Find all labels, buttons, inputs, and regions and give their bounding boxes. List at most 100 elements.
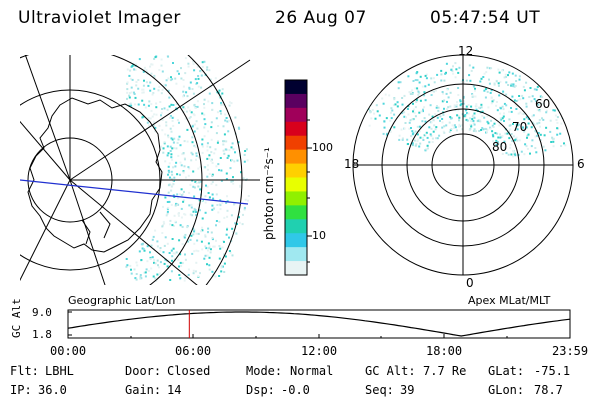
emission-pixel	[183, 107, 186, 110]
emission-pixel	[530, 126, 533, 129]
emission-pixel	[436, 105, 438, 107]
emission-pixel	[142, 69, 145, 71]
emission-pixel	[435, 137, 437, 140]
emission-pixel	[198, 181, 201, 184]
emission-pixel	[431, 141, 434, 143]
emission-pixel	[233, 202, 236, 205]
emission-pixel	[406, 108, 409, 110]
emission-pixel	[134, 63, 137, 66]
emission-pixel	[457, 94, 460, 96]
emission-pixel	[227, 154, 230, 157]
emission-pixel	[208, 92, 211, 95]
colorbar-segment	[285, 205, 307, 220]
emission-pixel	[211, 193, 214, 196]
emission-pixel	[490, 119, 493, 122]
status-glat-key: GLat:	[488, 364, 525, 378]
emission-pixel	[147, 117, 150, 119]
emission-pixel	[200, 240, 203, 243]
emission-pixel	[475, 130, 477, 133]
emission-pixel	[158, 266, 160, 269]
emission-pixel	[184, 176, 187, 179]
emission-pixel	[483, 89, 486, 92]
emission-pixel	[541, 102, 544, 105]
emission-pixel	[173, 176, 176, 179]
emission-pixel	[414, 130, 417, 133]
emission-pixel	[182, 85, 185, 88]
emission-pixel	[552, 137, 555, 140]
status-glon-value: 78.7	[534, 383, 563, 397]
emission-pixel	[414, 144, 417, 147]
emission-pixel	[523, 89, 526, 92]
emission-pixel	[206, 68, 208, 71]
emission-pixel	[210, 182, 213, 185]
emission-pixel	[441, 91, 444, 93]
emission-pixel	[182, 235, 185, 238]
emission-pixel	[472, 119, 475, 122]
emission-pixel	[415, 101, 418, 103]
emission-pixel	[133, 68, 136, 71]
emission-pixel	[143, 271, 146, 274]
emission-pixel	[198, 209, 201, 212]
emission-pixel	[149, 65, 152, 68]
emission-pixel	[220, 103, 223, 106]
emission-pixel	[449, 116, 452, 118]
emission-pixel	[461, 124, 464, 127]
emission-pixel	[166, 212, 169, 215]
emission-pixel	[473, 112, 476, 115]
emission-pixel	[244, 150, 247, 152]
emission-pixel	[415, 72, 418, 75]
emission-pixel	[376, 110, 379, 113]
emission-pixel	[495, 80, 498, 83]
emission-pixel	[231, 254, 234, 257]
emission-pixel	[244, 198, 247, 201]
emission-pixel	[459, 99, 462, 102]
colorbar-segment	[285, 233, 307, 248]
emission-pixel	[430, 134, 433, 137]
emission-pixel	[154, 126, 157, 129]
emission-pixel	[153, 76, 156, 79]
emission-pixel	[232, 148, 235, 151]
emission-pixel	[215, 193, 218, 196]
emission-pixel	[169, 127, 172, 130]
emission-pixel	[229, 101, 231, 104]
emission-pixel	[468, 64, 471, 67]
emission-pixel	[503, 120, 505, 122]
emission-pixel	[170, 115, 172, 117]
emission-pixel	[539, 125, 541, 128]
emission-pixel	[208, 268, 211, 271]
emission-pixel	[193, 69, 196, 72]
emission-pixel	[432, 130, 435, 133]
emission-pixel	[525, 102, 528, 105]
emission-pixel	[228, 250, 231, 252]
emission-pixel	[418, 81, 421, 84]
emission-pixel	[173, 137, 176, 140]
emission-pixel	[201, 61, 204, 64]
emission-pixel	[219, 110, 222, 113]
emission-pixel	[194, 209, 197, 212]
imager-title: Ultraviolet Imager	[18, 8, 181, 28]
emission-pixel	[239, 184, 241, 187]
emission-pixel	[245, 148, 248, 151]
emission-pixel	[440, 73, 443, 76]
emission-pixel	[146, 245, 149, 248]
emission-pixel	[204, 235, 207, 238]
emission-pixel	[163, 141, 166, 144]
emission-pixel	[394, 103, 397, 106]
emission-pixel	[411, 89, 414, 92]
emission-pixel	[231, 179, 234, 182]
emission-pixel	[407, 143, 409, 145]
emission-pixel	[208, 196, 211, 199]
emission-pixel	[194, 146, 197, 148]
emission-pixel	[181, 243, 184, 246]
emission-pixel	[168, 252, 171, 254]
emission-pixel	[204, 254, 207, 257]
emission-pixel	[211, 175, 214, 177]
emission-pixel	[509, 128, 512, 131]
emission-pixel	[472, 130, 475, 132]
emission-pixel	[242, 177, 245, 180]
emission-pixel	[516, 139, 519, 142]
emission-pixel	[492, 135, 495, 138]
emission-pixel	[414, 115, 417, 118]
emission-pixel	[186, 226, 189, 229]
emission-pixel	[184, 72, 187, 75]
